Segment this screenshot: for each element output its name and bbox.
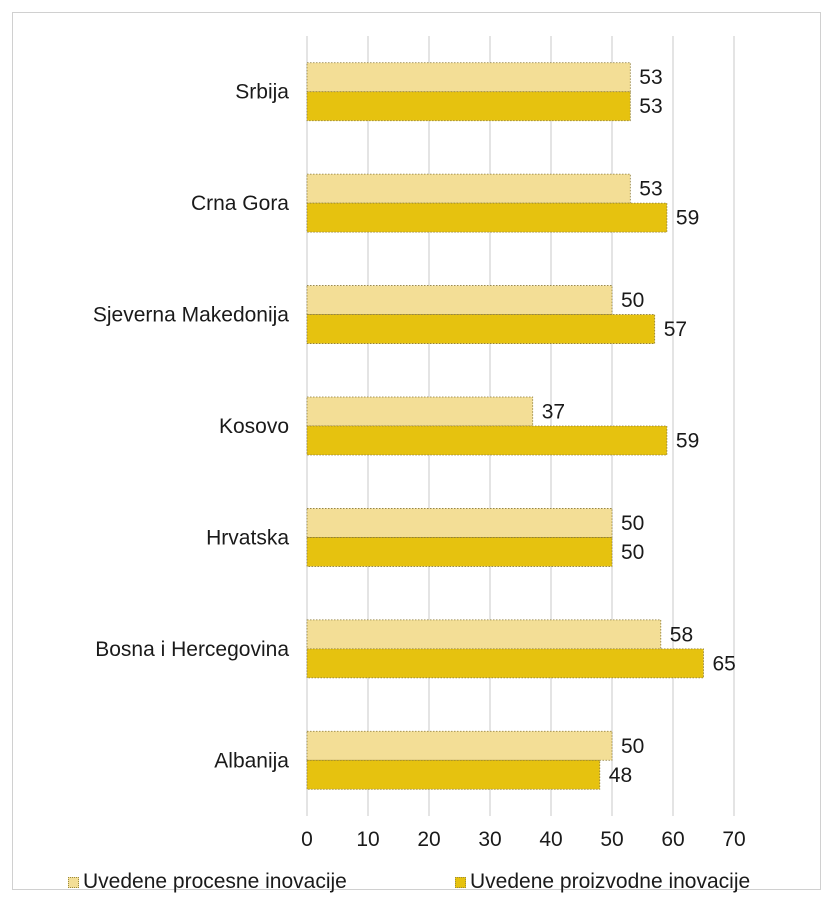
bar-product [306, 648, 704, 679]
category-label: Sjeverna Makedonija [93, 304, 289, 327]
bar-product [306, 314, 656, 344]
data-label: 53 [639, 95, 662, 118]
data-label: 37 [542, 401, 565, 424]
category-label: Hrvatska [206, 526, 289, 549]
data-label: 53 [639, 178, 662, 201]
legend-item-product: Uvedene proizvodne inovacije [455, 870, 750, 894]
data-label: 59 [676, 430, 699, 453]
bar-process [306, 619, 662, 650]
data-label: 57 [664, 318, 687, 341]
bar-product [306, 759, 601, 790]
x-tick-label: 0 [301, 828, 313, 851]
bar-process [306, 173, 631, 204]
x-tick-label: 30 [478, 828, 501, 851]
x-tick-label: 50 [600, 828, 623, 851]
bars [306, 62, 704, 790]
x-axis-ticks: 0 10 20 30 40 50 60 70 [301, 828, 746, 851]
legend-label-process: Uvedene procesne inovacije [83, 870, 347, 893]
x-tick-label: 40 [539, 828, 562, 851]
bar-process [306, 730, 613, 761]
data-label: 50 [621, 541, 644, 564]
category-labels: Srbija Crna Gora Sjeverna Makedonija Kosovo… [93, 81, 289, 773]
category-label: Crna Gora [191, 192, 289, 215]
x-tick-label: 60 [661, 828, 684, 851]
data-label: 53 [639, 66, 662, 89]
data-label: 48 [609, 764, 632, 787]
category-label: Bosna i Hercegovina [95, 638, 289, 661]
data-label: 50 [621, 289, 644, 312]
legend-swatch-product [455, 876, 466, 888]
data-label: 58 [670, 623, 693, 646]
category-label: Kosovo [219, 415, 289, 438]
data-labels: 53 53 53 59 50 57 37 59 50 50 58 65 50 48 [542, 66, 736, 787]
legend-swatch-process [68, 876, 79, 888]
bar-process [306, 396, 534, 427]
legend-item-process: Uvedene procesne inovacije [68, 870, 347, 894]
bar-process [306, 508, 613, 538]
x-tick-label: 20 [417, 828, 440, 851]
category-label: Srbija [235, 81, 289, 104]
bar-product [306, 202, 668, 233]
bar-product [306, 91, 631, 122]
x-tick-label: 70 [722, 828, 745, 851]
bar-product [306, 425, 668, 456]
data-label: 65 [713, 652, 736, 675]
data-label: 50 [621, 735, 644, 758]
x-tick-label: 10 [356, 828, 379, 851]
legend: Uvedene procesne inovacije Uvedene proiz… [0, 870, 834, 894]
legend-label-product: Uvedene proizvodne inovacije [470, 870, 751, 893]
category-label: Albanija [214, 749, 289, 772]
bar-process [306, 62, 631, 93]
bar-process [306, 285, 613, 315]
bar-product [306, 537, 613, 567]
data-label: 50 [621, 512, 644, 535]
data-label: 59 [676, 207, 699, 230]
